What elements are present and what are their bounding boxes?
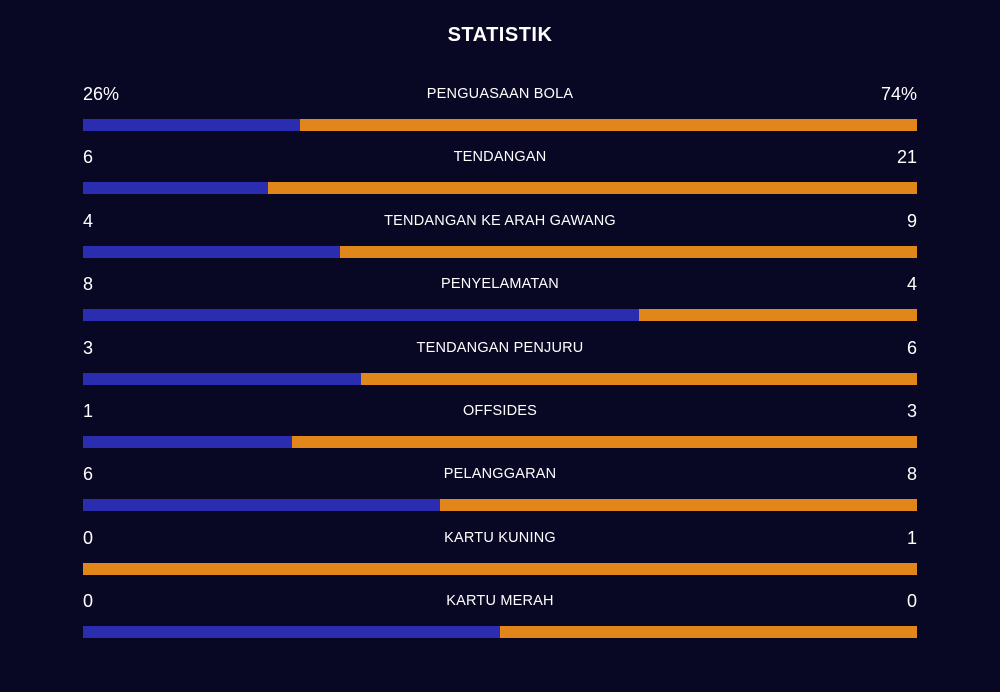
home-value: 4 (83, 210, 94, 231)
away-value: 9 (906, 210, 917, 231)
stat-label: PENYELAMATAN (441, 276, 559, 293)
home-value: 6 (83, 147, 94, 168)
stat-bar (83, 372, 917, 385)
home-value: 26% (83, 84, 120, 104)
stat-bar (83, 182, 917, 195)
away-value: 8 (906, 464, 917, 485)
stat-row-shots-on-target: 4 TENDANGAN KE ARAH GAWANG 9 (83, 206, 917, 269)
stat-label: TENDANGAN KE ARAH GAWANG (384, 212, 616, 229)
away-value: 6 (906, 337, 917, 358)
stats-list: 26% PENGUASAAN BOLA 74% 6 TENDANGAN 21 4… (83, 79, 917, 650)
away-value: 4 (906, 274, 917, 295)
home-value: 3 (83, 337, 94, 358)
away-share-bar (83, 562, 917, 575)
home-value: 8 (83, 274, 94, 295)
stat-label: TENDANGAN (453, 149, 547, 166)
stat-bar (83, 562, 917, 575)
stat-row-red-cards: 0 KARTU MERAH 0 (83, 586, 917, 649)
stat-row-corners: 3 TENDANGAN PENJURU 6 (83, 333, 917, 396)
stat-row-fouls: 6 PELANGGARAN 8 (83, 459, 917, 522)
home-value: 1 (83, 400, 94, 421)
home-value: 6 (83, 464, 94, 485)
home-value: 0 (83, 591, 94, 612)
stat-row-offsides: 1 OFFSIDES 3 (83, 396, 917, 459)
stat-label: KARTU MERAH (446, 593, 554, 610)
away-share-bar (291, 435, 917, 448)
stat-label: KARTU KUNING (444, 529, 556, 546)
away-share-bar (440, 499, 917, 512)
stat-bar (83, 435, 917, 448)
stat-row-shots: 6 TENDANGAN 21 (83, 142, 917, 205)
away-value: 74% (880, 84, 917, 104)
stat-bar (83, 119, 917, 131)
away-share-bar (339, 245, 917, 258)
away-share-bar (360, 372, 917, 385)
stat-row-saves: 8 PENYELAMATAN 4 (83, 269, 917, 332)
away-value: 0 (906, 591, 917, 612)
away-share-bar (639, 309, 917, 322)
stat-bar (83, 245, 917, 258)
home-share-bar (83, 372, 361, 385)
stat-row-possession: 26% PENGUASAAN BOLA 74% (83, 79, 917, 142)
stat-label: OFFSIDES (462, 402, 538, 419)
away-share-bar (299, 119, 917, 131)
home-share-bar (83, 245, 340, 258)
stat-bar (83, 499, 917, 512)
stat-label: TENDANGAN PENJURU (416, 339, 584, 356)
away-value: 21 (896, 147, 917, 168)
away-share-bar (500, 626, 917, 639)
home-share-bar (83, 309, 640, 322)
stat-label: PENGUASAAN BOLA (426, 86, 574, 102)
stat-label: PELANGGARAN (443, 466, 557, 483)
stat-row-yellow-cards: 0 KARTU KUNING 1 (83, 523, 917, 586)
away-value: 1 (906, 527, 917, 548)
stats-title: STATISTIK (447, 24, 553, 46)
home-share-bar (83, 182, 269, 195)
home-value: 0 (83, 527, 94, 548)
away-value: 3 (906, 400, 917, 421)
away-share-bar (268, 182, 917, 195)
home-share-bar (83, 626, 500, 639)
stat-bar (83, 309, 917, 322)
home-share-bar (83, 119, 300, 131)
home-share-bar (83, 499, 441, 512)
stat-bar (83, 626, 917, 639)
home-share-bar (83, 435, 292, 448)
